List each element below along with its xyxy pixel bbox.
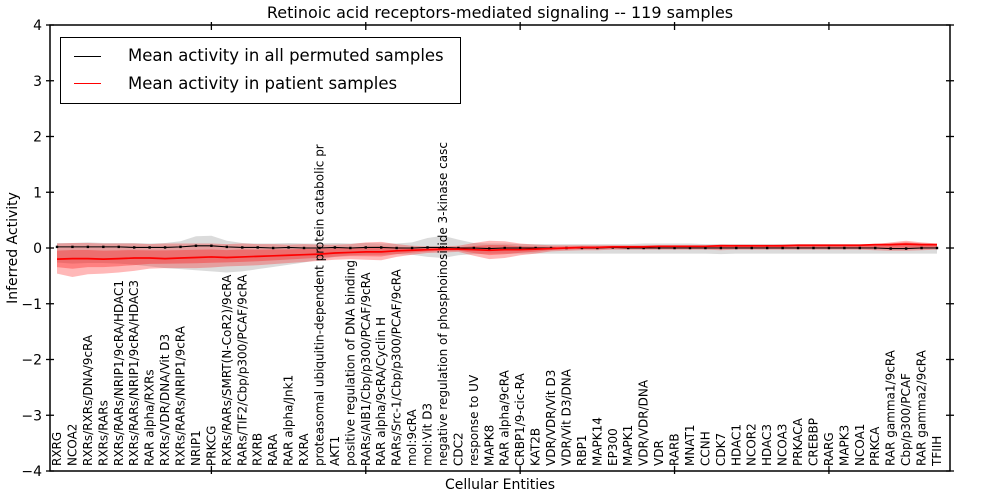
x-category-label: VDR/Vit D3/DNA	[559, 368, 573, 466]
x-category-label: RXRs/RARs/NRIP1/9cRA	[174, 325, 188, 466]
x-category-label: RAR alpha/9cRA/Cyclin H	[374, 317, 388, 466]
x-category-label: RAR gamma2/9cRA	[915, 349, 929, 466]
legend: Mean activity in all permuted samples Me…	[60, 37, 461, 105]
x-category-label: NRIP1	[189, 430, 203, 466]
chart-title: Retinoic acid receptors-mediated signali…	[266, 3, 734, 22]
x-category-label: RBP1	[575, 435, 589, 466]
x-category-label: RXRB	[251, 433, 265, 466]
x-category-label: RARG	[822, 432, 836, 466]
x-category-label: mol:9cRA	[405, 409, 419, 466]
x-category-label: response to UV	[467, 374, 481, 466]
y-tick-labels-group: 4 3 2 1 0 −1 −2 −3 −4	[21, 18, 42, 480]
x-category-label: TFIIH	[930, 436, 944, 467]
ticks-group	[46, 22, 954, 474]
permuted-range-band	[57, 235, 937, 273]
x-category-label: KAT2B	[529, 428, 543, 466]
x-category-label: VDR	[652, 440, 666, 466]
y-tick-label: 2	[33, 130, 42, 146]
x-category-label: MAPK8	[482, 425, 496, 466]
x-category-label: RARs/Src-1/Cbp/p300/PCAF/9cRA	[390, 268, 404, 466]
x-category-label: RAR alpha/RXRs	[143, 369, 157, 466]
x-category-label: HDAC1	[729, 424, 743, 466]
x-category-label: EP300	[606, 428, 620, 466]
x-category-label: RARB	[668, 433, 682, 466]
y-tick-label: 1	[33, 185, 42, 201]
x-category-label: RARA	[266, 433, 280, 466]
x-category-label: MAPK3	[837, 425, 851, 466]
x-category-label: MNAT1	[683, 424, 697, 466]
x-axis-label: Cellular Entities	[444, 477, 556, 493]
x-category-label: RARs/TIF2/Cbp/p300/PCAF/9cRA	[235, 274, 249, 466]
bands-group	[57, 235, 937, 277]
legend-label-permuted: Mean activity in all permuted samples	[128, 46, 444, 65]
x-category-label: VDR/VDR/Vit D3	[544, 370, 558, 466]
x-category-label: RXRs/RARs/NRIP1/9cRA/HDAC1	[112, 280, 126, 466]
x-category-label: MAPK1	[621, 425, 635, 466]
x-category-label: NCOA2	[65, 424, 79, 466]
y-tick-label: −4	[21, 464, 42, 480]
y-tick-label: −1	[21, 297, 42, 313]
legend-entry-permuted: Mean activity in all permuted samples	[74, 46, 444, 67]
x-category-label: RAR alpha/Jnk1	[282, 375, 296, 466]
x-category-label: AKT1	[328, 436, 342, 466]
x-category-label: RXRA	[297, 433, 311, 466]
x-category-label: RXRs/VDR/DNA/Vit D3	[158, 334, 172, 466]
x-category-label: RXRs/RARs/SMRT(N-CoR2)/9cRA	[220, 274, 234, 466]
x-category-label: negative regulation of phosphoinositide …	[436, 142, 450, 466]
x-category-label: NCOA3	[776, 424, 790, 466]
y-tick-label: 3	[33, 74, 42, 90]
x-category-label: RXRs/RARs	[96, 400, 110, 466]
legend-entry-patient: Mean activity in patient samples	[74, 74, 444, 95]
permuted-mean-line	[57, 245, 937, 250]
x-category-label: MAPK14	[590, 417, 604, 466]
x-category-label: PRKCA	[868, 426, 882, 466]
y-tick-label: 0	[33, 241, 42, 257]
x-category-label: PRKCG	[204, 426, 218, 466]
x-category-labels-group: RXRG NCOA2 RXRs/RXRs/DNA/9cRA RXRs/RARs RXRs…	[50, 142, 944, 467]
permuted-line-swatch-icon	[74, 55, 101, 57]
x-category-label: RAR alpha/9cRA	[498, 369, 512, 466]
x-category-label: positive regulation of DNA binding	[343, 260, 357, 466]
x-category-label: proteasomal ubiquitin-dependent protein …	[312, 144, 326, 466]
x-category-label: NCOA1	[853, 424, 867, 466]
x-category-label: CREBBP	[806, 418, 820, 466]
patient-mean-line	[56, 243, 937, 261]
x-category-label: mol:Vit D3	[421, 403, 435, 466]
x-category-label: CDC2	[451, 432, 465, 466]
series-group	[55, 243, 939, 261]
x-category-label: HDAC3	[760, 424, 774, 466]
patient-range-outer-band	[57, 240, 937, 277]
x-category-label: Cbp/p300/PCAF	[899, 373, 913, 466]
x-category-label: RAR gamma1/9cRA	[884, 349, 898, 466]
y-tick-label: −2	[21, 353, 42, 369]
y-tick-label: 4	[33, 18, 42, 34]
x-category-label: RXRs/RARs/NRIP1/9cRA/HDAC3	[127, 280, 141, 466]
x-category-label: RXRs/RXRs/DNA/9cRA	[81, 334, 95, 466]
x-category-label: CDK7	[714, 433, 728, 466]
x-category-label: VDR/VDR/DNA	[637, 379, 651, 466]
legend-label-patient: Mean activity in patient samples	[128, 73, 398, 93]
x-category-label: PRKACA	[791, 417, 805, 466]
x-category-label: RXRG	[50, 432, 64, 466]
x-category-label: NCOR2	[745, 423, 759, 466]
x-category-label: CCNH	[698, 431, 712, 466]
x-category-label: RARs/AIB1/Cbp/p300/PCAF/9cRA	[359, 272, 373, 466]
y-tick-label: −3	[21, 408, 42, 424]
patient-range-inner-band	[57, 242, 937, 269]
x-category-label: CRBP1/9-cic-RA	[513, 372, 527, 466]
patient-line-swatch-icon	[74, 83, 101, 85]
